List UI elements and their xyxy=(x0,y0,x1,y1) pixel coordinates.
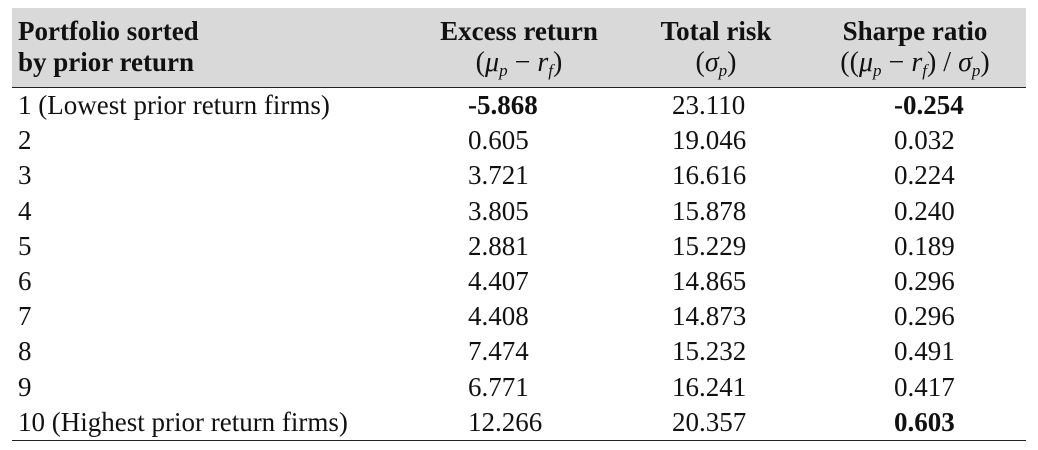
table-row: 5 2.881 15.229 0.189 xyxy=(12,229,1026,264)
sharpe-ratio-value: 0.032 xyxy=(894,125,955,156)
table-row: 3 3.721 16.616 0.224 xyxy=(12,158,1026,193)
total-risk-value: 20.357 xyxy=(628,404,804,441)
sharpe-ratio-table: Portfolio sorted Excess return Total ris… xyxy=(12,8,1026,441)
total-risk-value: 14.865 xyxy=(672,266,747,297)
sharpe-ratio-formula: ((μp − rf) / σp) xyxy=(840,47,990,80)
header-risk-formula: (σp) xyxy=(628,47,804,88)
table-row: 6 4.407 14.865 0.296 xyxy=(12,264,1026,299)
table-row: 9 6.771 16.241 0.417 xyxy=(12,370,1026,405)
sharpe-ratio-value: 0.491 xyxy=(894,336,955,367)
header-excess-formula: (μp − rf) xyxy=(410,47,628,88)
total-risk-value: 15.232 xyxy=(672,336,747,367)
total-risk-value: 14.873 xyxy=(672,301,747,332)
portfolio-label: 2 xyxy=(18,125,32,156)
excess-return-value: 7.474 xyxy=(468,336,529,367)
sharpe-ratio-value: 0.189 xyxy=(894,230,955,261)
header-total-risk: Total risk xyxy=(628,8,804,47)
sharpe-ratio-table-container: Portfolio sorted Excess return Total ris… xyxy=(12,8,1026,441)
excess-return-formula: (μp − rf) xyxy=(475,47,563,80)
header-excess-return: Excess return xyxy=(410,8,628,47)
portfolio-label: 9 xyxy=(18,371,32,402)
total-risk-value: 15.878 xyxy=(672,195,747,226)
header-portfolio-line2: by prior return xyxy=(12,47,410,88)
header-sharpe-formula: ((μp − rf) / σp) xyxy=(804,47,1026,88)
header-row-1: Portfolio sorted Excess return Total ris… xyxy=(12,8,1026,47)
portfolio-label: 10 (Highest prior return firms) xyxy=(12,404,410,441)
excess-return-value: 4.408 xyxy=(468,301,529,332)
total-risk-value: 19.046 xyxy=(672,125,747,156)
portfolio-label: 1 (Lowest prior return firms) xyxy=(18,90,330,121)
sharpe-ratio-value: 0.296 xyxy=(894,266,955,297)
portfolio-label: 4 xyxy=(18,195,32,226)
sharpe-ratio-value: 0.603 xyxy=(804,404,1026,441)
table-row: 2 0.605 19.046 0.032 xyxy=(12,123,1026,158)
table-row: 4 3.805 15.878 0.240 xyxy=(12,194,1026,229)
table-header: Portfolio sorted Excess return Total ris… xyxy=(12,8,1026,88)
excess-return-value: 4.407 xyxy=(468,266,529,297)
excess-return-value: 6.771 xyxy=(468,371,529,402)
portfolio-label: 5 xyxy=(18,230,32,261)
header-sharpe-ratio: Sharpe ratio xyxy=(804,8,1026,47)
portfolio-label: 6 xyxy=(18,266,32,297)
total-risk-value: 16.616 xyxy=(672,160,747,191)
excess-return-value: 2.881 xyxy=(468,230,529,261)
excess-return-value: -5.868 xyxy=(468,90,538,121)
table-row: 10 (Highest prior return firms) 12.266 2… xyxy=(12,404,1026,441)
sharpe-ratio-value: 0.417 xyxy=(894,371,955,402)
table-body: 1 (Lowest prior return firms) -5.868 23.… xyxy=(12,88,1026,441)
total-risk-value: 16.241 xyxy=(672,371,747,402)
sharpe-ratio-value: 0.296 xyxy=(894,301,955,332)
excess-return-value: 3.805 xyxy=(468,195,529,226)
excess-return-value: 3.721 xyxy=(468,160,529,191)
portfolio-label: 3 xyxy=(18,160,32,191)
table-row: 7 4.408 14.873 0.296 xyxy=(12,299,1026,334)
excess-return-value: 0.605 xyxy=(468,125,529,156)
sharpe-ratio-value: 0.240 xyxy=(894,195,955,226)
header-portfolio-line1: Portfolio sorted xyxy=(12,8,410,47)
sharpe-ratio-value: -0.254 xyxy=(894,90,964,121)
portfolio-label: 7 xyxy=(18,301,32,332)
total-risk-formula: (σp) xyxy=(695,47,737,80)
sharpe-ratio-value: 0.224 xyxy=(894,160,955,191)
portfolio-label: 8 xyxy=(18,336,32,367)
table-row: 8 7.474 15.232 0.491 xyxy=(12,334,1026,369)
header-row-2: by prior return (μp − rf) (σp) ((μp − rf… xyxy=(12,47,1026,88)
total-risk-value: 15.229 xyxy=(672,230,747,261)
table-row: 1 (Lowest prior return firms) -5.868 23.… xyxy=(12,88,1026,124)
excess-return-value: 12.266 xyxy=(410,404,628,441)
total-risk-value: 23.110 xyxy=(672,90,746,121)
